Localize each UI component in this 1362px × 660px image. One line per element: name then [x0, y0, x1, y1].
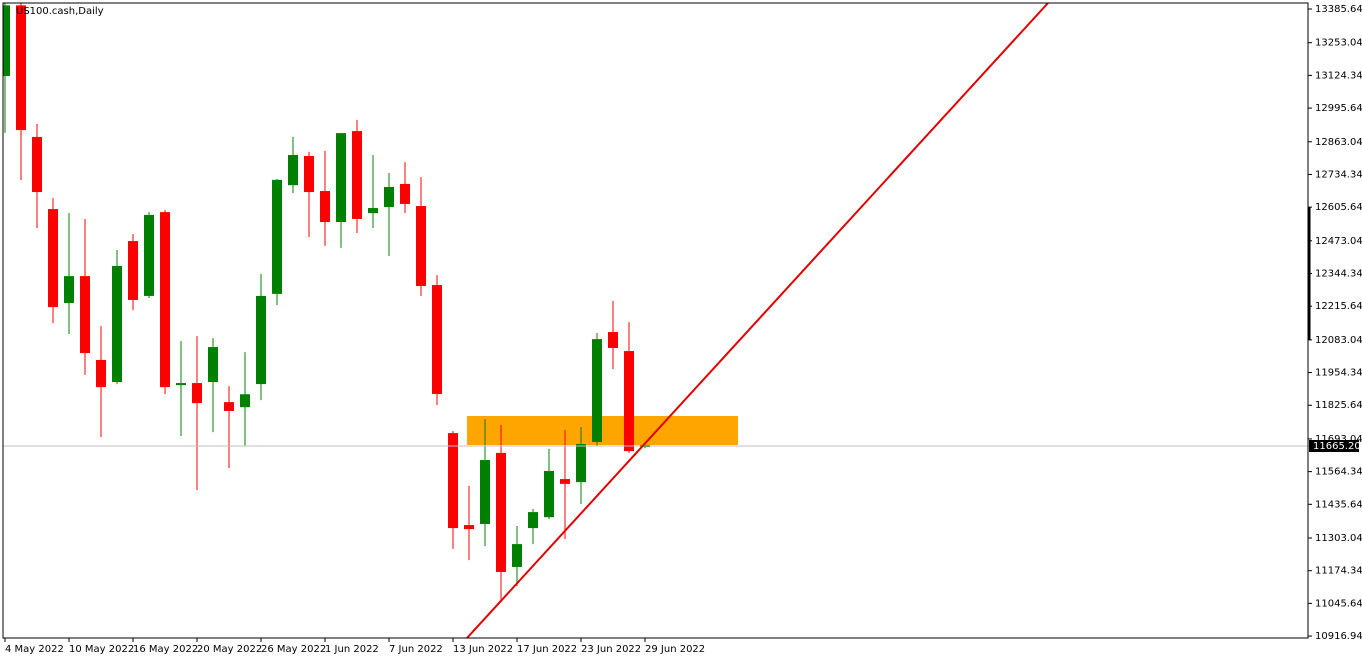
candle-body: [464, 525, 474, 530]
y-tick-label: 12605.64: [1315, 202, 1362, 213]
candle-body: [368, 208, 378, 214]
candle-body: [256, 295, 266, 385]
candle-body: [3, 5, 10, 76]
candle-body: [144, 214, 154, 296]
current-price-label: 11665.20: [1313, 441, 1361, 452]
y-tick-label: 12215.64: [1315, 301, 1362, 312]
y-tick-label: 12734.34: [1315, 169, 1362, 180]
candle-body: [96, 359, 106, 388]
candle-body: [176, 383, 186, 386]
candle-body: [480, 460, 490, 525]
y-tick-label: 12473.04: [1315, 236, 1362, 247]
y-tick-label: 13124.34: [1315, 70, 1362, 81]
candle-body: [240, 394, 250, 408]
x-tick-label: 16 May 2022: [133, 644, 198, 655]
y-tick-label: 12995.64: [1315, 103, 1362, 114]
candle-body: [80, 276, 90, 354]
candle-body: [112, 265, 122, 383]
y-tick-label: 12344.34: [1315, 268, 1362, 279]
candle-body: [592, 339, 602, 442]
y-tick-label: 10916.94: [1315, 631, 1362, 642]
candle-body: [528, 512, 538, 529]
y-tick-label: 11693.04: [1315, 434, 1362, 445]
y-tick-label: 11174.34: [1315, 566, 1362, 577]
candle-body: [544, 470, 554, 518]
x-tick-label: 13 Jun 2022: [453, 644, 513, 655]
candle-body: [576, 444, 586, 483]
candle-body: [400, 183, 410, 204]
trendline: [466, 2, 1049, 639]
candle-body: [608, 332, 618, 349]
candle-body: [208, 346, 218, 383]
symbol-label: US100.cash,Daily: [16, 6, 104, 17]
y-tick-label: 11564.34: [1315, 467, 1362, 478]
candle-body: [416, 206, 426, 287]
candle-body: [272, 179, 282, 294]
y-tick-label: 11954.34: [1315, 368, 1362, 379]
x-tick-label: 7 Jun 2022: [389, 644, 443, 655]
y-tick-label: 11825.64: [1315, 400, 1362, 411]
candle-body: [384, 186, 394, 208]
candle-body: [32, 136, 42, 193]
candle-body: [336, 133, 346, 223]
plot-frame: [2, 2, 1309, 639]
candle-body: [432, 285, 442, 394]
candle-body: [320, 191, 330, 223]
candle-body: [560, 479, 570, 484]
x-tick-label: 4 May 2022: [5, 644, 64, 655]
candle-body: [512, 544, 522, 567]
x-tick-label: 17 Jun 2022: [517, 644, 577, 655]
candle-body: [496, 452, 506, 573]
x-tick-label: 26 May 2022: [261, 644, 326, 655]
y-tick-label: 11435.64: [1315, 499, 1362, 510]
zone-rectangle: [467, 416, 738, 445]
candle-body: [64, 276, 74, 304]
candle-body: [304, 155, 314, 193]
y-tick-label: 11045.64: [1315, 598, 1362, 609]
y-tick-label: 12863.04: [1315, 137, 1362, 148]
candle-body: [160, 212, 170, 388]
candle-body: [128, 241, 138, 301]
candle-body: [192, 383, 202, 404]
y-tick-label: 13253.04: [1315, 38, 1362, 49]
x-tick-label: 20 May 2022: [197, 644, 262, 655]
candle-body: [16, 5, 26, 131]
candle-body: [288, 154, 298, 186]
candle-body: [352, 131, 362, 219]
x-tick-label: 1 Jun 2022: [325, 644, 379, 655]
candle-body: [448, 433, 458, 529]
y-tick-label: 11303.04: [1315, 533, 1362, 544]
candle-body: [224, 402, 234, 412]
y-tick-label: 13385.64: [1315, 4, 1362, 15]
candle-body: [624, 351, 634, 452]
candle-body: [48, 209, 58, 308]
x-tick-label: 23 Jun 2022: [581, 644, 641, 655]
x-tick-label: 29 Jun 2022: [645, 644, 705, 655]
plot-area: [3, 3, 1308, 603]
x-tick-label: 10 May 2022: [69, 644, 134, 655]
y-tick-label: 12083.04: [1315, 335, 1362, 346]
current-price-box: [1309, 440, 1359, 453]
